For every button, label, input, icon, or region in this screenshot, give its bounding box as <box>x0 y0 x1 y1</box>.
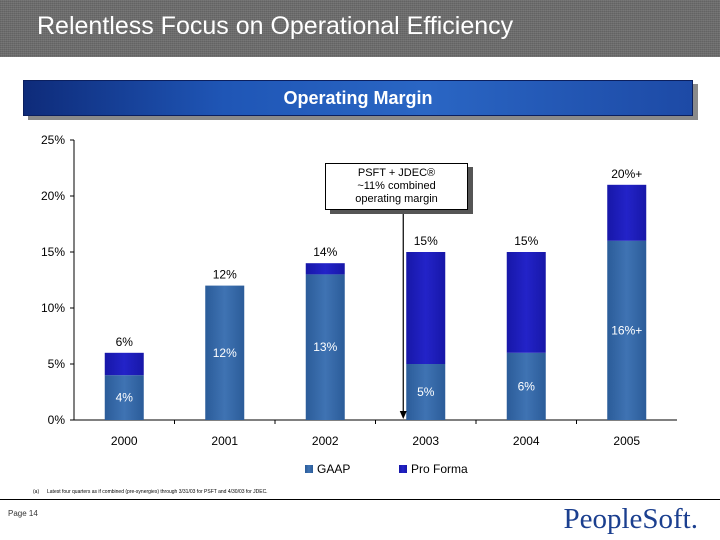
peoplesoft-logo: PeopleSoft. <box>563 503 698 535</box>
page-number: Page 14 <box>8 509 38 518</box>
data-label-gaap: 13% <box>313 340 337 354</box>
data-label-gaap: 12% <box>213 346 237 360</box>
bar-gaap <box>607 240 647 420</box>
footnote: (a) Latest four quarters as if combined (… <box>33 489 268 495</box>
legend-swatch <box>399 465 407 473</box>
data-label-total: 15% <box>414 234 438 248</box>
y-tick-label: 25% <box>41 133 65 147</box>
legend-label: GAAP <box>317 462 350 476</box>
footnote-marker: (a) <box>33 489 40 495</box>
x-tick-label: 2005 <box>613 434 640 448</box>
callout-box: PSFT + JDEC® ~11% combined operating mar… <box>325 163 468 210</box>
data-label-total: 15% <box>514 234 538 248</box>
bar-gaap <box>506 352 546 420</box>
operating-margin-chart: 0% 5% 10% 15% 20% 25% 2000 2001 2002 2003 2004 2005… <box>41 133 677 476</box>
data-label-gaap: 4% <box>116 391 134 405</box>
bar-gaap <box>305 274 345 420</box>
y-tick-label: 0% <box>48 413 66 427</box>
callout-line: ~11% combined <box>357 180 436 192</box>
data-label-total: 14% <box>313 245 337 259</box>
bar-pro-forma <box>406 252 446 364</box>
x-tick-label: 2002 <box>312 434 339 448</box>
x-tick-label: 2000 <box>111 434 138 448</box>
data-label-total: 12% <box>213 268 237 282</box>
bar-gaap <box>406 364 446 420</box>
bar-pro-forma <box>607 184 647 241</box>
callout-line: operating margin <box>355 193 438 205</box>
bar-gaap <box>205 285 245 420</box>
x-tick-label: 2004 <box>513 434 540 448</box>
x-tick-label: 2001 <box>211 434 238 448</box>
y-tick-label: 10% <box>41 301 65 315</box>
bar-pro-forma <box>305 263 345 275</box>
slide-title: Relentless Focus on Operational Efficien… <box>37 12 514 40</box>
data-label-total: 6% <box>116 335 134 349</box>
bar-pro-forma <box>104 352 144 376</box>
title-bar: Relentless Focus on Operational Efficien… <box>0 0 720 57</box>
data-label-gaap: 6% <box>518 379 536 393</box>
y-tick-label: 15% <box>41 245 65 259</box>
legend-swatch <box>305 465 313 473</box>
callout-line: PSFT + JDEC® <box>357 167 436 179</box>
legend-label: Pro Forma <box>411 462 468 476</box>
bar-pro-forma <box>506 252 546 353</box>
data-label-total: 20%+ <box>611 167 642 181</box>
annotation-arrow-head <box>399 411 407 419</box>
data-label-gaap: 16%+ <box>611 323 642 337</box>
footnote-text: Latest four quarters as if combined (pre… <box>47 489 268 495</box>
y-tick-label: 5% <box>48 357 66 371</box>
y-tick-label: 20% <box>41 189 65 203</box>
banner-title: Operating Margin <box>283 87 433 108</box>
x-tick-label: 2003 <box>412 434 439 448</box>
data-label-gaap: 5% <box>417 385 435 399</box>
bar-gaap <box>104 375 144 420</box>
chart-banner: Operating Margin <box>23 80 693 116</box>
footer-divider <box>0 499 720 500</box>
